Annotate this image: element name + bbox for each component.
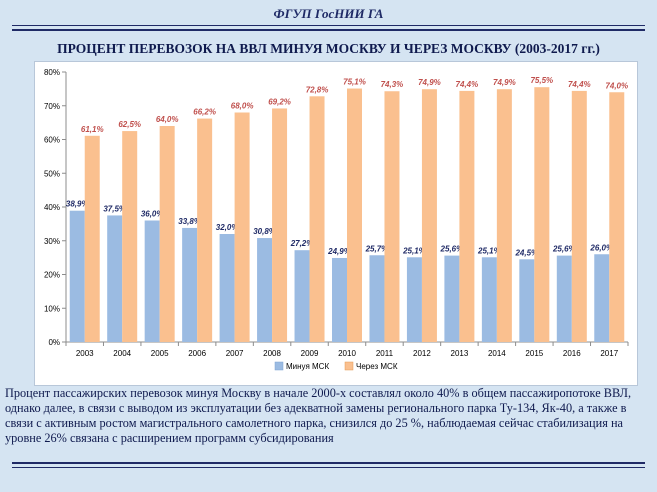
bar-cherez-msk [571,90,587,343]
data-label-minuya-msk: 30,8% [253,227,276,236]
data-label-minuya-msk: 25,6% [440,245,464,254]
data-label-minuya-msk: 24,5% [514,248,538,257]
bar-minuya-msk [257,238,273,342]
bar-minuya-msk [444,255,460,342]
bar-cherez-msk [272,108,288,342]
bar-cherez-msk [309,96,325,342]
y-tick-label: 10% [44,304,60,313]
data-label-minuya-msk: 25,1% [402,246,426,255]
data-label-cherez-msk: 74,9% [418,78,441,87]
y-tick-label: 50% [44,169,60,178]
bar-cherez-msk [534,87,550,342]
chart-title: ПРОЦЕНТ ПЕРЕВОЗОК НА ВВЛ МИНУЯ МОСКВУ И … [57,41,600,56]
y-tick-label: 30% [44,237,60,246]
bar-minuya-msk [519,259,535,342]
data-label-cherez-msk: 62,5% [118,120,141,129]
data-label-cherez-msk: 68,0% [231,102,254,111]
bar-minuya-msk [69,210,85,342]
x-tick-label: 2009 [301,349,319,358]
y-tick-label: 70% [44,102,60,111]
x-tick-label: 2005 [151,349,169,358]
y-tick-label: 20% [44,271,60,280]
header-rule-thin [12,25,645,26]
data-label-minuya-msk: 24,9% [327,247,351,256]
bar-minuya-msk [219,234,235,342]
bar-cherez-msk [159,126,175,342]
data-label-minuya-msk: 26,0% [589,243,613,252]
x-tick-label: 2003 [76,349,94,358]
x-tick-label: 2014 [488,349,506,358]
bar-cherez-msk [496,89,512,343]
bar-cherez-msk [234,112,250,342]
data-label-minuya-msk: 37,5% [103,204,126,213]
footer-rule-thick [12,462,645,464]
data-label-minuya-msk: 36,0% [141,210,164,219]
data-label-cherez-msk: 74,3% [381,80,404,89]
data-label-minuya-msk: 25,6% [552,245,576,254]
y-tick-label: 0% [48,338,60,347]
footer-rule-thin [12,467,645,468]
data-label-cherez-msk: 69,2% [268,97,291,106]
data-label-cherez-msk: 66,2% [193,108,216,117]
x-tick-label: 2015 [525,349,543,358]
bar-minuya-msk [294,250,310,342]
data-label-minuya-msk: 32,0% [216,223,239,232]
bar-cherez-msk [421,89,437,343]
bar-cherez-msk [197,118,213,342]
data-label-cherez-msk: 74,4% [568,80,591,89]
data-label-cherez-msk: 72,8% [306,85,329,94]
data-label-minuya-msk: 25,1% [477,246,501,255]
x-tick-label: 2004 [113,349,131,358]
bar-cherez-msk [384,91,400,342]
data-label-cherez-msk: 74,9% [493,78,516,87]
bar-minuya-msk [556,255,572,342]
x-tick-label: 2006 [188,349,206,358]
x-tick-label: 2017 [600,349,618,358]
y-tick-label: 40% [44,203,60,212]
legend-label-minuya-msk: Минуя МСК [286,362,329,371]
x-tick-label: 2013 [451,349,469,358]
data-label-cherez-msk: 61,1% [81,125,104,134]
bar-chart: 0% 10% 20% 30% 40% 50% 60% 70% 80% 38,9% 61,1% 2003… [44,68,629,371]
x-tick-label: 2016 [563,349,581,358]
legend-swatch-cherez-msk [344,361,354,371]
x-tick-label: 2008 [263,349,281,358]
bar-minuya-msk [594,254,610,342]
x-tick-label: 2011 [376,349,394,358]
bar-minuya-msk [369,255,385,342]
bar-minuya-msk [182,227,198,342]
data-label-cherez-msk: 74,0% [605,81,628,90]
data-label-minuya-msk: 33,8% [178,217,201,226]
bar-cherez-msk [122,131,138,342]
data-label-cherez-msk: 74,4% [456,80,479,89]
data-label-cherez-msk: 64,0% [156,115,179,124]
y-tick-label: 60% [44,136,60,145]
chart-panel: 0% 10% 20% 30% 40% 50% 60% 70% 80% 38,9% 61,1% 2003… [34,61,638,386]
bar-cherez-msk [459,90,475,343]
header-rule-thick [12,29,645,31]
y-tick-label: 80% [44,68,60,77]
bar-cherez-msk [84,135,100,342]
bar-minuya-msk [332,257,347,342]
bar-minuya-msk [406,257,422,342]
bar-cherez-msk [347,88,362,342]
data-label-cherez-msk: 75,1% [343,78,366,87]
bar-cherez-msk [609,92,625,342]
data-label-minuya-msk: 38,9% [66,200,89,209]
data-label-cherez-msk: 75,5% [530,76,553,85]
x-tick-label: 2010 [338,349,356,358]
legend-label-cherez-msk: Через МСК [356,362,398,371]
bar-minuya-msk [107,215,123,342]
bar-minuya-msk [481,257,497,342]
bar-minuya-msk [144,220,160,342]
organization-header: ФГУП ГосНИИ ГА [273,6,384,21]
x-tick-label: 2012 [413,349,431,358]
legend-swatch-minuya-msk [274,361,284,371]
caption-text: Процент пассажирских перевозок минуя Мос… [5,386,632,445]
data-label-minuya-msk: 27,2% [290,239,314,248]
x-tick-label: 2007 [226,349,244,358]
data-label-minuya-msk: 25,7% [365,244,389,253]
